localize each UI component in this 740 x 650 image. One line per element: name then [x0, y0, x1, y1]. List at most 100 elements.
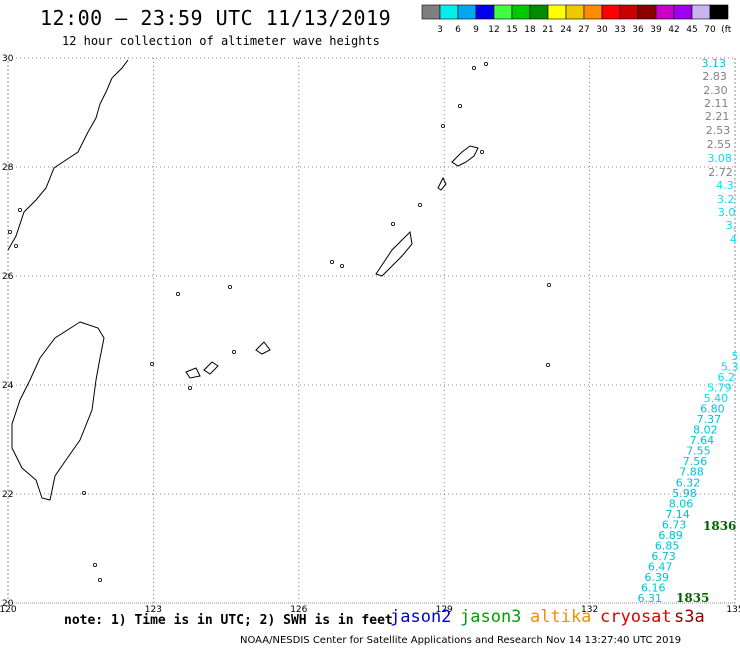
okinawa-island — [375, 230, 413, 277]
wave-height-value: 2.72 — [708, 166, 733, 179]
wave-height-value: 7.14 — [665, 508, 690, 521]
credit-line: NOAA/NESDIS Center for Satellite Applica… — [240, 635, 682, 646]
islet — [98, 578, 103, 583]
amami-island — [451, 145, 479, 167]
wave-height-value: 2.11 — [704, 97, 729, 110]
legend-cryosat: cryosat — [600, 607, 672, 627]
islet — [546, 362, 551, 367]
wave-height-value: 6.73 — [651, 550, 676, 563]
legend-jason2: jason2 — [390, 607, 452, 627]
wave-height-value: 3.0 — [718, 206, 736, 219]
islet — [227, 284, 232, 289]
wave-height-value: 6.16 — [641, 581, 666, 594]
islet — [149, 361, 154, 366]
time-mark: 1835 — [676, 591, 709, 605]
islet — [7, 229, 12, 234]
wave-height-value: 8.06 — [669, 497, 694, 510]
wave-height-value: 7.56 — [683, 455, 708, 468]
map-frame — [7, 57, 736, 604]
wave-height-value: 6.32 — [676, 476, 701, 489]
islet — [440, 124, 445, 129]
colorbar-label: 24 — [560, 25, 572, 34]
lat-label: 28 — [2, 163, 14, 173]
islet — [339, 263, 344, 268]
wave-height-value: 2.83 — [702, 70, 727, 83]
lon-label: 135 — [726, 605, 740, 615]
colorbar-label: (ft) — [721, 25, 731, 34]
islet — [471, 66, 476, 71]
colorbar-swatch — [709, 4, 729, 20]
colorbar-label: 3 — [437, 25, 443, 34]
wave-height-value: 6.85 — [655, 539, 680, 552]
iriomote-island — [185, 367, 201, 379]
wave-height-value: 7.88 — [679, 466, 704, 479]
wave-height-value: 6.2 — [718, 371, 736, 384]
wave-height-value: 6.39 — [644, 571, 669, 584]
islet — [390, 221, 395, 226]
wave-height-value: 3.2 — [717, 193, 735, 206]
islet — [479, 149, 484, 154]
lon-label: 120 — [0, 605, 17, 615]
islet — [547, 282, 552, 287]
colorbar-label: 27 — [578, 25, 589, 34]
lat-label: 20 — [2, 599, 14, 609]
wave-height-value: 2.21 — [705, 110, 730, 123]
islet — [13, 243, 18, 248]
lon-label: 132 — [581, 605, 598, 615]
colorbar-label: 33 — [614, 25, 625, 34]
wave-height-value: 7.55 — [686, 445, 711, 458]
islet — [93, 563, 98, 568]
wave-height-value: 4 — [730, 233, 737, 246]
colorbar-label: 9 — [473, 25, 479, 34]
islet — [231, 349, 236, 354]
islet — [329, 259, 334, 264]
wave-height-value: 3.13 — [702, 57, 727, 70]
wave-height-value: 6.73 — [662, 518, 687, 531]
wave-height-value: 2.30 — [703, 84, 728, 97]
colorbar-label: 70 — [704, 25, 716, 34]
china-coastline — [7, 59, 129, 251]
lon-label: 123 — [145, 605, 162, 615]
islet — [187, 385, 192, 390]
wave-height-value: 2.53 — [706, 124, 731, 137]
wave-height-value: 5.98 — [672, 487, 697, 500]
colorbar-label: 15 — [506, 25, 517, 34]
wave-height-value: 6.80 — [700, 403, 725, 416]
lon-label: 126 — [290, 605, 307, 615]
wave-height-value: 3. — [726, 219, 737, 232]
wave-height-value: 6.47 — [648, 560, 673, 573]
colorbar-label: 12 — [488, 25, 499, 34]
wave-height-value: 6.31 — [638, 592, 663, 605]
legend-jason3: jason3 — [460, 607, 522, 627]
islet — [457, 104, 462, 109]
colorbar-label: 6 — [455, 25, 461, 34]
miyako-island — [255, 341, 271, 355]
colorbar-label: 30 — [596, 25, 608, 34]
wave-height-value: 5.3 — [721, 361, 739, 374]
legend-s3a: s3a — [674, 607, 705, 627]
wave-height-value: 5.40 — [704, 392, 729, 405]
ishigaki-island — [203, 361, 219, 375]
wave-height-value: 6.89 — [658, 529, 683, 542]
colorbar-label: 36 — [632, 25, 644, 34]
lon-label: 129 — [436, 605, 453, 615]
wave-height-value: 3.08 — [707, 152, 732, 165]
map-title: 12:00 – 23:59 UTC 11/13/2019 — [40, 6, 392, 30]
lat-label: 22 — [2, 490, 13, 500]
wave-height-value: 8.02 — [693, 424, 718, 437]
footer-note: note: 1) Time is in UTC; 2) SWH is in fe… — [64, 613, 393, 628]
wave-height-value: 5.79 — [707, 382, 732, 395]
map-subtitle: 12 hour collection of altimeter wave hei… — [62, 34, 380, 48]
islet — [417, 202, 422, 207]
colorbar-label: 18 — [524, 25, 536, 34]
colorbar-label: 45 — [686, 25, 697, 34]
tokunoshima-island — [437, 176, 447, 191]
wave-height-value: 7.64 — [690, 434, 715, 447]
islet — [175, 291, 180, 296]
time-mark: 1836 — [703, 519, 736, 533]
islet — [82, 490, 87, 495]
colorbar-label: 21 — [542, 25, 553, 34]
wave-height-value: 5. — [732, 350, 740, 363]
